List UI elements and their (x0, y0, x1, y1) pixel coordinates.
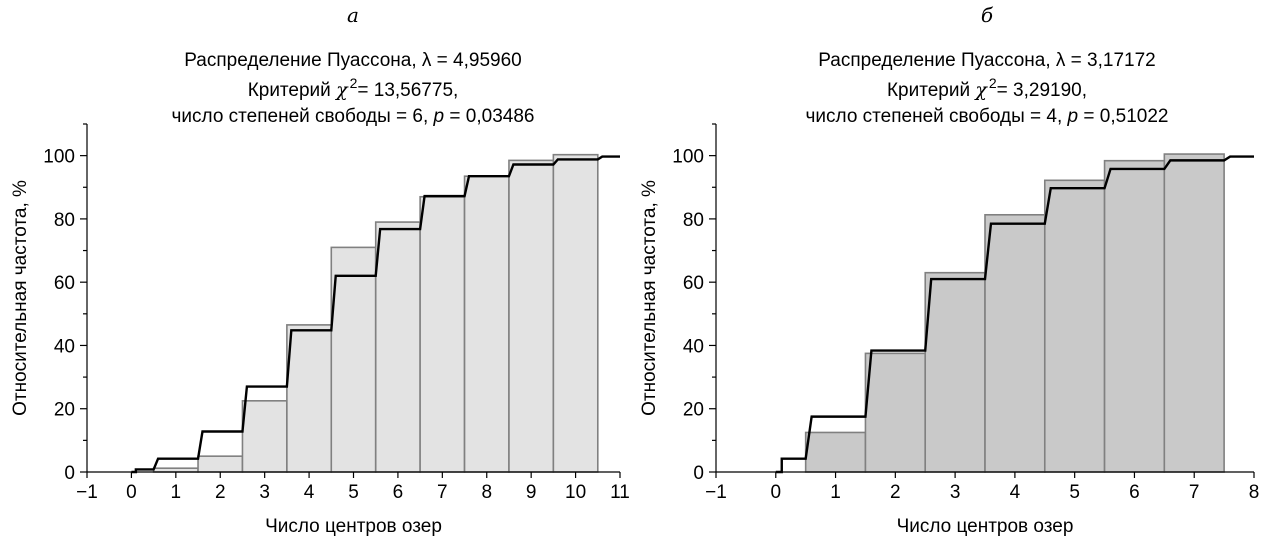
title-part: = 3,29190, (997, 80, 1087, 101)
y-tick-label: 20 (683, 400, 704, 421)
title-part: = 0,51022 (1078, 106, 1168, 127)
x-tick-label: 9 (526, 482, 537, 503)
chart-title-line: Критерий χ 2= 13,56775, (248, 75, 459, 101)
y-axis-label: Относительная частота, % (10, 180, 31, 416)
chart-title-line: Распределение Пуассона, λ = 3,17172 (818, 50, 1156, 71)
panel-label: а (347, 3, 359, 27)
x-axis-label: Число центров озер (265, 516, 442, 537)
x-tick-label: 6 (1129, 482, 1140, 503)
x-tick-label: −1 (76, 482, 98, 503)
title-part: число степеней свободы = 4, (806, 106, 1068, 127)
y-tick-label: 40 (683, 336, 704, 357)
x-tick-label: 4 (1010, 482, 1021, 503)
panel-label: б (981, 3, 994, 27)
x-tick-label: 1 (830, 482, 841, 503)
bar (286, 324, 333, 473)
bar (552, 153, 599, 473)
x-tick-label: 8 (481, 482, 492, 503)
x-tick-label: 6 (393, 482, 404, 503)
cumulative-step-line (775, 155, 1254, 474)
x-tick-label: 2 (890, 482, 901, 503)
bar (374, 221, 421, 473)
x-tick-label: 0 (126, 482, 137, 503)
bar (984, 213, 1046, 473)
y-tick-label: 80 (683, 210, 704, 231)
x-tick-label: 0 (770, 482, 781, 503)
x-tick-label: 10 (565, 482, 586, 503)
y-tick-label: 60 (54, 273, 75, 294)
y-tick-label: 100 (43, 147, 75, 168)
bar (1043, 179, 1106, 473)
title-part: = 0,03486 (444, 106, 534, 127)
x-tick-label: 11 (610, 482, 630, 503)
bar (864, 352, 927, 473)
chart-title-line: Критерий χ 2= 3,29190, (887, 75, 1087, 101)
y-axis-label: Относительная частота, % (639, 180, 660, 416)
bar (463, 175, 510, 473)
title-part: = 4,95960 (431, 50, 521, 71)
title-part: Критерий (887, 80, 975, 101)
bar (1163, 153, 1225, 473)
title-part: число степеней свободы = 6, (172, 106, 434, 127)
chart-panel-2: б Распределение Пуассона, λ = 3,17172 Крит… (639, 3, 1259, 537)
title-part: Критерий (248, 80, 336, 101)
title-part: p (433, 106, 445, 127)
bar (197, 455, 244, 473)
x-tick-label: 3 (259, 482, 270, 503)
x-tick-label: 5 (348, 482, 359, 503)
bar (241, 400, 288, 473)
x-tick-label: 4 (304, 482, 315, 503)
bar (508, 159, 555, 473)
title-part: 2 (350, 75, 358, 91)
title-part: p (1067, 106, 1079, 127)
y-tick-label: 0 (64, 463, 75, 484)
bar (330, 246, 377, 473)
title-part: = 3,17172 (1065, 50, 1155, 71)
y-tick-label: 0 (693, 463, 704, 484)
x-tick-label: 2 (215, 482, 226, 503)
x-tick-label: 5 (1069, 482, 1080, 503)
title-part: 2 (989, 75, 997, 91)
x-tick-label: −1 (705, 482, 727, 503)
chart-panel-1: а Распределение Пуассона, λ = 4,95960 Крит… (10, 3, 630, 537)
title-part: λ (422, 50, 432, 71)
chart-title-line: Распределение Пуассона, λ = 4,95960 (184, 50, 522, 71)
x-tick-label: 8 (1249, 482, 1260, 503)
title-part: Распределение Пуассона, (818, 50, 1056, 71)
title-part: = 13,56775, (357, 80, 458, 101)
chart-title-line: число степеней свободы = 6, p = 0,03486 (172, 106, 535, 127)
x-tick-label: 3 (950, 482, 961, 503)
bar (419, 195, 466, 473)
bar (804, 431, 867, 473)
chart-title-line: число степеней свободы = 4, p = 0,51022 (806, 106, 1169, 127)
y-tick-label: 20 (54, 400, 75, 421)
title-part: χ (334, 79, 349, 101)
title-part: Распределение Пуассона, (184, 50, 422, 71)
y-tick-label: 40 (54, 336, 75, 357)
x-axis-label: Число центров озер (897, 516, 1074, 537)
y-tick-label: 60 (683, 273, 704, 294)
cumulative-step-line (131, 155, 620, 474)
title-part: χ (973, 79, 988, 101)
x-tick-label: 1 (171, 482, 182, 503)
y-tick-label: 80 (54, 210, 75, 231)
bar (1103, 159, 1166, 473)
y-tick-label: 100 (672, 147, 704, 168)
title-part: λ (1056, 50, 1066, 71)
x-tick-label: 7 (1189, 482, 1200, 503)
x-tick-label: 7 (437, 482, 448, 503)
bar (924, 271, 986, 473)
